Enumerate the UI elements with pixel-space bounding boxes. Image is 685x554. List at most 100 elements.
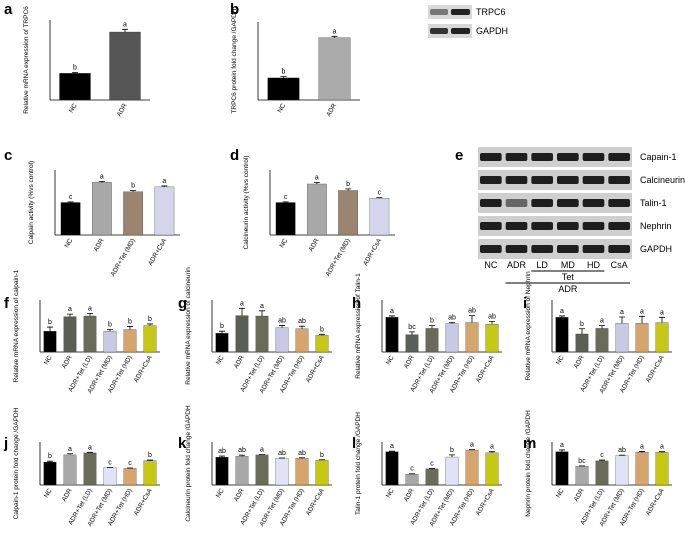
bar [338, 190, 358, 236]
blot-label: Calcineurin [640, 175, 685, 185]
x-tick-label: ADR [93, 237, 106, 253]
y-axis-label: Calcineurin activity (%vs control) [243, 156, 250, 250]
significance-letter: b [48, 453, 52, 460]
significance-letter: a [640, 308, 644, 315]
bar [465, 449, 479, 486]
error-bar [313, 181, 320, 184]
significance-letter: ab [278, 318, 286, 325]
bar [315, 335, 329, 353]
bar [615, 323, 629, 353]
x-tick-label: NC [215, 354, 226, 366]
significance-letter: c [128, 460, 132, 467]
error-bar [429, 467, 435, 469]
error-bar [47, 326, 53, 332]
blot-strip [428, 5, 472, 19]
blot-label: GAPDH [476, 26, 508, 36]
error-bar [449, 322, 455, 324]
bar [43, 461, 57, 486]
error-bar [130, 190, 137, 192]
blot-band [480, 199, 502, 207]
panel-label: c [4, 147, 12, 164]
significance-letter: a [640, 443, 644, 450]
bar [255, 315, 269, 353]
blot-band [557, 245, 579, 253]
significance-letter: b [282, 69, 286, 76]
blot-band [531, 245, 553, 253]
significance-letter: a [260, 303, 264, 310]
error-bar [659, 451, 665, 453]
y-axis-label: Relative mRNA expression of calcineurin [185, 267, 192, 385]
significance-letter: a [560, 308, 564, 315]
bar [595, 328, 609, 353]
x-tick-label: ADR+CsA [305, 487, 326, 517]
significance-letter: b [220, 323, 224, 330]
blot-band [608, 199, 630, 207]
bar [655, 322, 669, 353]
x-tick-label: NC [64, 237, 75, 249]
bar [92, 182, 112, 236]
x-tick-label: ADR+CsA [645, 354, 666, 384]
significance-letter: ab [278, 450, 286, 457]
error-bar [639, 315, 645, 324]
significance-letter: b [320, 452, 324, 459]
blot-band [582, 176, 605, 184]
significance-letter: ab [218, 448, 226, 455]
lane-label: CsA [611, 260, 628, 270]
significance-letter: a [390, 443, 394, 450]
error-bar [409, 331, 415, 335]
error-bar [122, 28, 128, 32]
significance-letter: a [68, 306, 72, 313]
blot-band [480, 176, 502, 184]
y-axis-label: Calpain activity (%vs control) [28, 161, 35, 244]
error-bar [280, 76, 287, 78]
error-bar [469, 315, 475, 323]
x-tick-label: ADR [61, 487, 74, 503]
significance-letter: a [88, 444, 92, 451]
bar [83, 315, 97, 353]
bar [465, 322, 479, 353]
error-bar [469, 449, 475, 451]
bar [215, 457, 229, 486]
error-bar [599, 325, 605, 329]
significance-letter: a [390, 308, 394, 315]
significance-letter: b [346, 181, 350, 188]
significance-letter: ab [298, 450, 306, 457]
error-bar [559, 315, 565, 318]
error-bar [239, 307, 245, 316]
panel-label: b [230, 1, 239, 18]
error-bar [639, 451, 645, 453]
x-tick-label: NC [385, 487, 396, 499]
significance-letter: b [580, 321, 584, 328]
x-tick-label: ADR [233, 487, 246, 503]
significance-letter: ab [468, 308, 476, 315]
significance-letter: b [450, 447, 454, 454]
bar [267, 77, 300, 101]
panel-label: e [455, 147, 463, 164]
x-tick-label: ADR+CsA [305, 354, 326, 384]
blot-band [505, 176, 528, 184]
significance-letter: bc [408, 324, 416, 331]
bar [555, 317, 569, 353]
blot-band [608, 245, 630, 253]
error-bar [67, 201, 74, 203]
significance-letter: b [320, 326, 324, 333]
blot-strip [478, 193, 632, 213]
blot-band [451, 9, 470, 15]
y-axis-label: TRPC6 protein fold change /GAPDH [231, 8, 238, 113]
significance-letter: ab [238, 447, 246, 454]
error-bar [47, 460, 53, 463]
y-axis-label: Calcineurin protein fold change /GAPDH [185, 405, 192, 522]
bar [235, 315, 249, 353]
significance-letter: b [48, 319, 52, 326]
blot-band [531, 176, 553, 184]
blot-label: TRPC6 [476, 7, 506, 17]
lane-label: HD [587, 260, 600, 270]
error-bar [449, 454, 455, 458]
x-tick-label: NC [385, 354, 396, 366]
bar [318, 37, 351, 101]
significance-letter: c [108, 460, 112, 467]
significance-letter: c [69, 194, 73, 201]
significance-letter: a [333, 28, 337, 35]
bar [154, 186, 175, 236]
bar [485, 452, 499, 486]
